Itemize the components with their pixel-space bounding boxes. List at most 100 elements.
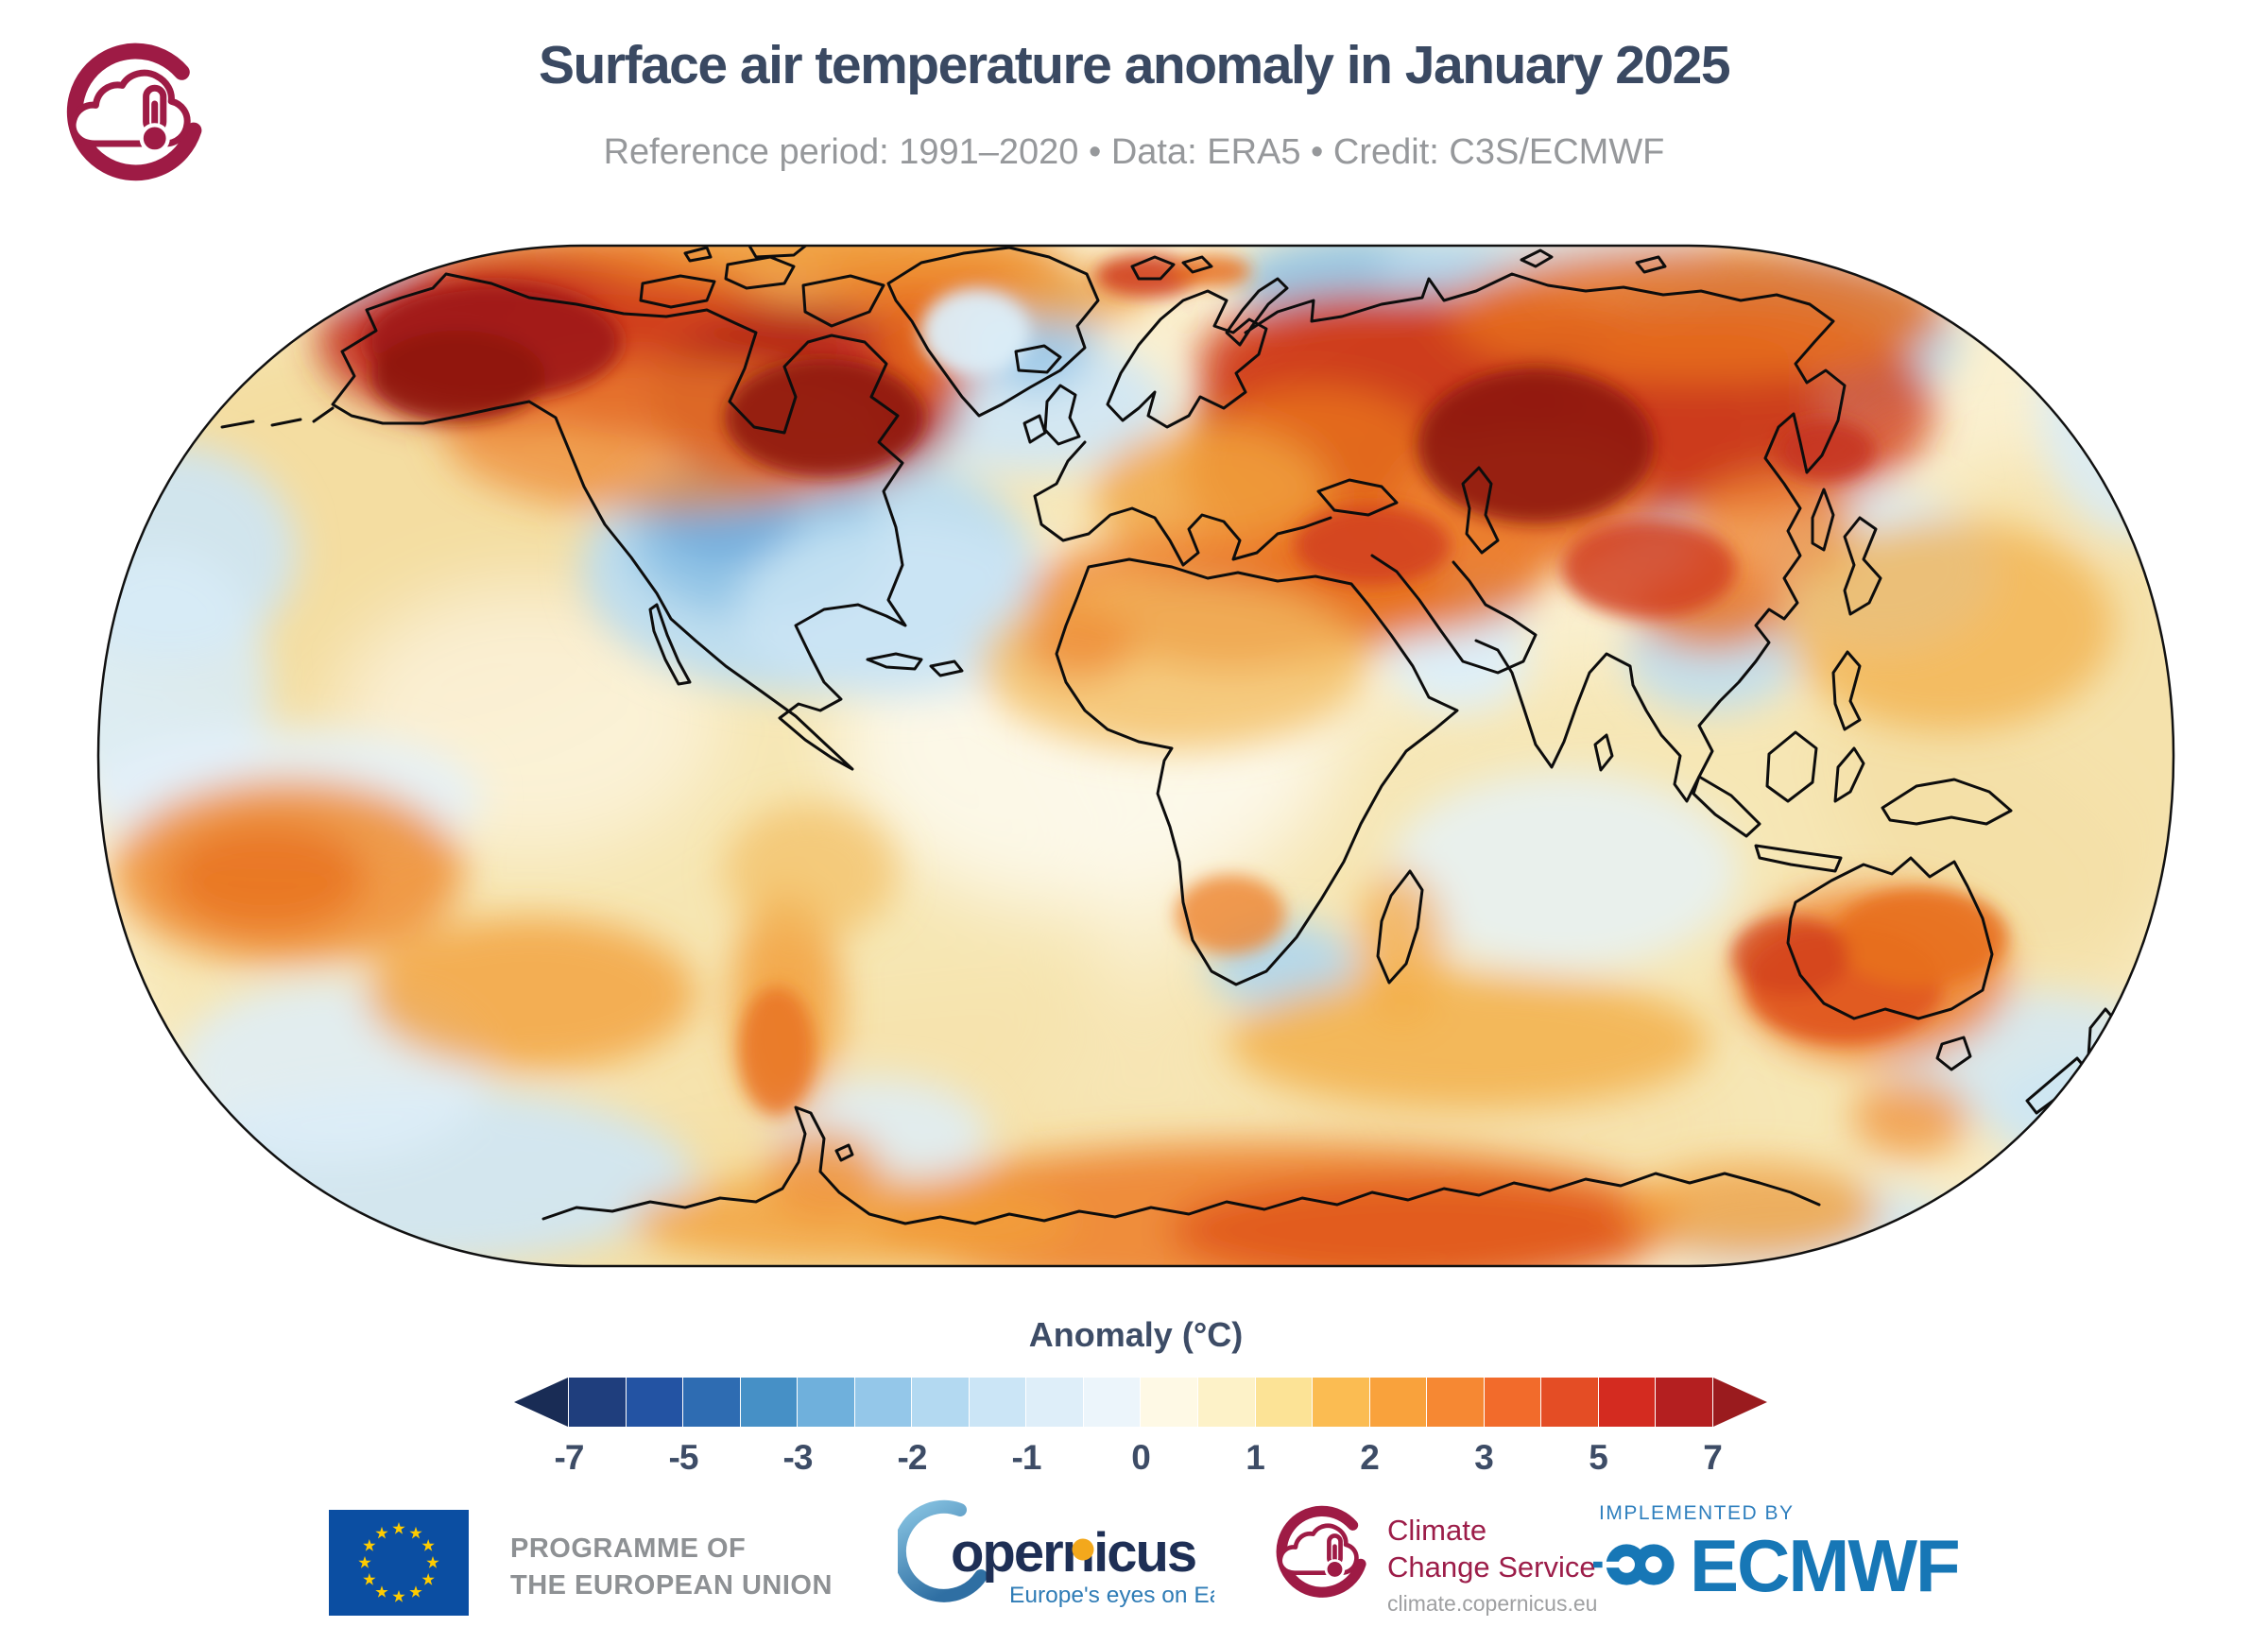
coastline-ellesmere-island <box>745 246 810 259</box>
coastline-great-britain <box>1043 384 1081 446</box>
anomaly-blob <box>1562 520 1736 618</box>
eu-star-icon <box>409 1526 422 1539</box>
colorbar-segment <box>1083 1378 1141 1427</box>
copernicus-orange-dot-icon <box>1072 1538 1094 1561</box>
eu-star-icon <box>392 1590 405 1602</box>
anomaly-blob <box>1172 255 1251 287</box>
colorbar-segment <box>1198 1378 1255 1427</box>
eu-star-icon <box>375 1526 388 1539</box>
coastline-sulawesi <box>1833 746 1865 803</box>
colorbar-tick-7: 7 <box>1703 1438 1723 1477</box>
coastline-svalbard <box>1130 255 1213 281</box>
colorbar-segment <box>1141 1378 1198 1427</box>
coastlines <box>220 246 2119 1225</box>
colorbar-tick--5: -5 <box>668 1438 699 1477</box>
anomaly-blob <box>724 803 898 939</box>
anomaly-blob <box>167 822 366 932</box>
eu-star-icon <box>358 1556 371 1568</box>
anomaly-blob <box>1625 1162 1881 1260</box>
coastline-ireland <box>1022 414 1047 444</box>
colorbar-segment <box>1598 1378 1656 1427</box>
copernicus-tagline: Europe's eyes on Earth <box>1009 1583 1214 1608</box>
colorbar-segment <box>683 1378 740 1427</box>
coastline-scandinavia <box>1106 289 1268 429</box>
ecmwf-wordmark: ECMWF <box>1690 1524 1961 1607</box>
colorbar-tick--3: -3 <box>782 1438 814 1477</box>
anomaly-blob <box>1021 605 1134 680</box>
anomaly-blob <box>630 1176 1074 1265</box>
c3s-line1: Climate <box>1387 1514 1487 1547</box>
c3s-line2: Change Service <box>1387 1550 1596 1584</box>
coastline-new-guinea <box>1881 778 2013 826</box>
eu-star-icon <box>363 1573 376 1585</box>
colorbar-right-arrow <box>1713 1378 1767 1427</box>
anomaly-blob <box>1392 614 1528 712</box>
anomaly-blob <box>1176 875 1285 954</box>
anomaly-blob <box>1446 246 1947 382</box>
colorbar-segment <box>1656 1378 1712 1427</box>
coastline-black-sea <box>1316 478 1399 517</box>
anomaly-blob <box>1295 505 1450 585</box>
anomaly-blob <box>1418 368 1654 523</box>
coastline-cuba <box>866 652 923 671</box>
coastline-antarctica <box>541 1105 1821 1225</box>
coastline-arctic-island-3 <box>683 246 713 263</box>
colorbar-left-arrow <box>514 1378 568 1427</box>
eu-star-icon <box>375 1585 388 1598</box>
coastline-greenland <box>886 246 1100 418</box>
colorbar-tick-1: 1 <box>1246 1438 1265 1477</box>
c3s-footer-logo-icon <box>1268 1502 1374 1608</box>
page-title: Surface air temperature anomaly in Janua… <box>538 35 1731 95</box>
colorbar-segment <box>1313 1378 1369 1427</box>
coastline-sumatra <box>1692 775 1761 838</box>
coastline-baffin-island <box>801 274 885 328</box>
colorbar-tick--1: -1 <box>1011 1438 1042 1477</box>
colorbar-segment <box>569 1378 626 1427</box>
coastline-north-america <box>331 272 907 771</box>
colorbar-ticks: -7 -5 -3 -2 -1 0 1 2 3 5 7 <box>555 1438 1723 1485</box>
coastline-novaya-zemlya <box>1225 277 1289 347</box>
coastline-sri-lanka <box>1593 733 1614 772</box>
eu-star-icon <box>421 1539 435 1551</box>
anomaly-blob <box>920 289 1030 376</box>
coastline-borneo <box>1765 730 1818 803</box>
coastline-madagascar <box>1376 869 1424 985</box>
colorbar-segment <box>1255 1378 1313 1427</box>
colorbar-segment <box>1026 1378 1083 1427</box>
coastline-falkland-islands <box>834 1143 854 1162</box>
anomaly-blob <box>2038 265 2174 539</box>
colorbar-tick--2: -2 <box>897 1438 928 1477</box>
colorbar-tick-0: 0 <box>1131 1438 1151 1477</box>
anomaly-blob <box>1991 1058 2174 1175</box>
anomaly-blob <box>1783 520 2114 731</box>
eu-programme-text: PROGRAMME OF THE EUROPEAN UNION <box>510 1531 833 1604</box>
anomaly-blob <box>737 520 1058 699</box>
page-subtitle: Reference period: 1991–2020 • Data: ERA5… <box>603 132 1665 172</box>
colorbar-segment <box>912 1378 969 1427</box>
colorbar-tick--7: -7 <box>554 1438 585 1477</box>
anomaly-blob <box>1852 1077 1969 1156</box>
coastline-philippines <box>1831 650 1862 731</box>
coastline-africa <box>1055 557 1459 986</box>
colorbar-segment <box>1427 1378 1484 1427</box>
coastline-eurasia-coast <box>1244 272 1847 803</box>
eu-star-icon <box>363 1539 376 1551</box>
colorbar-tick-3: 3 <box>1474 1438 1494 1477</box>
anomaly-blob <box>1732 916 1849 996</box>
coastline-java <box>1754 844 1843 873</box>
c3s-url: climate.copernicus.eu <box>1387 1591 1598 1616</box>
anomaly-blob <box>366 916 696 1071</box>
anomaly-blob <box>739 986 815 1115</box>
eu-programme-line2: THE EUROPEAN UNION <box>510 1570 833 1601</box>
colorbar-tick-2: 2 <box>1360 1438 1380 1477</box>
anomaly-blob <box>725 359 923 476</box>
anomaly-blob <box>1228 973 1710 1109</box>
coastline-aleutian-islands <box>220 406 335 429</box>
colorbar-tick-5: 5 <box>1589 1438 1608 1477</box>
colorbar-segment <box>1484 1378 1541 1427</box>
anomaly-blob <box>1833 888 2007 986</box>
colorbar-segment <box>798 1378 854 1427</box>
colorbar-segment <box>1369 1378 1427 1427</box>
implemented-by-label: IMPLEMENTED BY <box>1599 1502 1795 1524</box>
